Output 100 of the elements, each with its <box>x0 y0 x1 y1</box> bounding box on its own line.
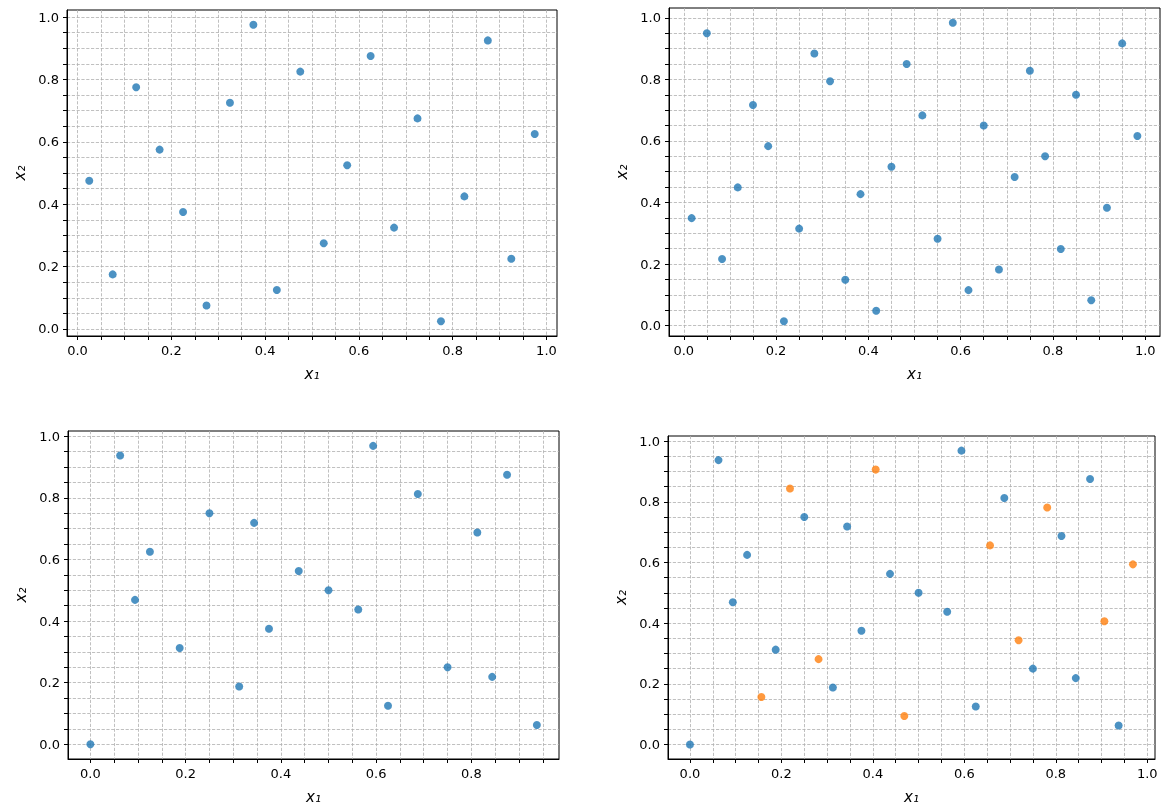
y-tick-label: 0.6 <box>38 134 59 150</box>
y-tick-label: 0.6 <box>639 554 660 570</box>
x-tick-label: 1.0 <box>1134 343 1156 358</box>
x-tick-label: 0.4 <box>270 766 292 781</box>
point <box>530 130 539 138</box>
point <box>728 598 737 607</box>
point <box>718 255 727 264</box>
y-tick-label: 0.6 <box>39 551 60 567</box>
point <box>902 60 911 68</box>
point <box>841 275 850 284</box>
point <box>733 183 742 192</box>
y-tick-label: 0.0 <box>640 318 661 334</box>
point <box>1118 39 1127 48</box>
point <box>1114 721 1123 730</box>
point <box>764 142 773 151</box>
point <box>503 470 512 479</box>
x-tick-label: 0.2 <box>765 343 787 358</box>
point <box>702 29 711 38</box>
point <box>749 100 757 109</box>
x-tick-label: 0.2 <box>175 766 196 781</box>
y-tick-label: 1.0 <box>39 428 60 444</box>
x-axis-title: x₁ <box>305 787 321 806</box>
point <box>131 595 140 604</box>
y-tick-label: 0.8 <box>639 494 660 510</box>
point <box>914 588 923 597</box>
point <box>1000 494 1009 503</box>
point <box>1043 503 1052 512</box>
point <box>532 720 541 729</box>
point <box>179 208 188 216</box>
x-axis-title: x₁ <box>303 364 320 383</box>
point <box>1072 90 1081 99</box>
x-tick-label: 0.2 <box>771 766 792 781</box>
y-tick-label: 1.0 <box>38 9 59 25</box>
point <box>1133 132 1142 140</box>
x-tick-label: 0.0 <box>80 766 101 781</box>
point <box>918 111 927 120</box>
x-tick-label: 0.0 <box>673 343 695 358</box>
point <box>366 52 375 61</box>
y-tick-label: 0.4 <box>639 615 660 631</box>
x-tick-label: 0.4 <box>862 766 884 781</box>
point <box>1100 617 1109 626</box>
point <box>779 317 788 326</box>
point <box>488 672 497 681</box>
y-tick-label: 1.0 <box>639 433 660 449</box>
x-tick-label: 0.8 <box>461 766 482 781</box>
point <box>460 192 469 201</box>
point <box>1102 203 1111 212</box>
x-tick-label: 0.0 <box>67 343 88 358</box>
point <box>294 566 303 575</box>
y-tick-label: 0.4 <box>38 196 59 212</box>
point <box>856 190 865 199</box>
point <box>964 286 973 295</box>
y-tick-label: 0.0 <box>639 736 660 752</box>
point <box>413 114 422 123</box>
point <box>1057 531 1066 540</box>
x-tick-label: 0.6 <box>953 766 975 781</box>
point <box>324 586 333 595</box>
point <box>343 161 352 170</box>
point <box>473 528 482 537</box>
point <box>1086 475 1095 484</box>
point <box>814 655 823 664</box>
point <box>250 518 259 527</box>
point <box>743 550 752 559</box>
point <box>369 441 378 450</box>
point <box>886 569 895 578</box>
y-tick-label: 0.6 <box>640 133 661 149</box>
point <box>175 643 184 652</box>
point <box>785 484 794 493</box>
point <box>145 547 154 556</box>
point <box>1010 172 1019 181</box>
point <box>957 446 966 455</box>
point <box>205 509 214 518</box>
point <box>757 693 766 702</box>
y-axis-title: x₂ <box>10 165 29 182</box>
y-axis-title: x₂ <box>11 587 30 604</box>
point <box>85 176 94 185</box>
x-tick-label: 0.4 <box>254 343 276 358</box>
y-tick-label: 0.4 <box>39 613 60 629</box>
x-tick-label: 0.0 <box>679 766 701 781</box>
point <box>436 317 445 326</box>
point <box>843 522 852 531</box>
point <box>1014 636 1023 645</box>
point <box>202 301 211 310</box>
point <box>933 234 942 243</box>
point <box>994 265 1003 274</box>
y-tick-label: 0.2 <box>38 259 59 275</box>
point <box>390 223 399 232</box>
point <box>948 18 957 27</box>
point <box>971 702 980 711</box>
point <box>116 451 125 460</box>
point <box>687 214 696 223</box>
x-tick-label: 0.6 <box>365 766 387 781</box>
point <box>1087 296 1096 305</box>
x-tick-label: 0.2 <box>160 343 182 358</box>
x-axis-title: x₁ <box>903 787 919 806</box>
point <box>943 607 952 616</box>
point <box>319 239 328 248</box>
y-axis-title: x₂ <box>612 164 631 181</box>
x-tick-label: 1.0 <box>1136 766 1158 781</box>
point <box>235 682 244 691</box>
